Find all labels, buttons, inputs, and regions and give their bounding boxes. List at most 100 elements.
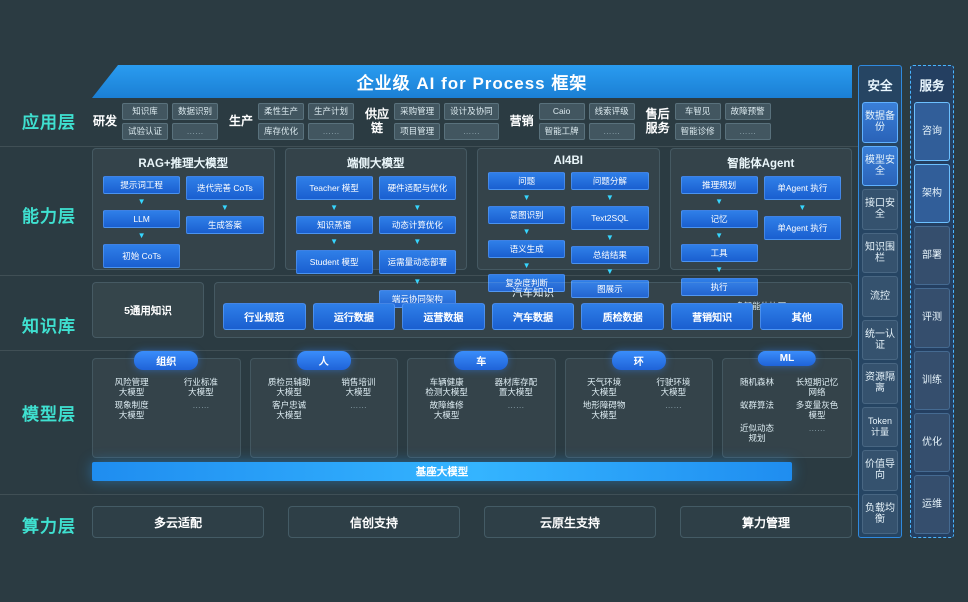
app-chip[interactable]: 试验认证 (122, 122, 169, 140)
app-chip[interactable]: 设计及协同 (444, 102, 499, 120)
model-item[interactable]: 地形障碍物 大模型 (582, 400, 626, 420)
capability-node[interactable]: Teacher 模型 (295, 176, 373, 200)
model-item[interactable]: 风险管理 大模型 (114, 377, 149, 397)
knowledge-chip[interactable]: 运行数据 (312, 303, 396, 330)
model-item[interactable]: 近似动态 规划 (739, 423, 774, 443)
app-chip[interactable]: …… (588, 122, 635, 140)
model-item[interactable]: 行业标准 大模型 (183, 377, 218, 397)
capability-node[interactable]: 图展示 (571, 280, 649, 298)
capability-node[interactable]: 硬件适配与优化 (378, 176, 456, 200)
knowledge-chip[interactable]: 行业规范 (223, 303, 306, 330)
capability-node[interactable]: 生成答案 (186, 216, 264, 234)
capability-node[interactable]: 动态计算优化 (378, 216, 456, 234)
security-item[interactable]: Token计量 (862, 406, 898, 447)
capability-node[interactable]: 语义生成 (488, 240, 566, 258)
general-knowledge-box[interactable]: 5通用知识 (92, 282, 204, 338)
model-item[interactable]: …… (808, 423, 826, 433)
app-chip[interactable]: 柔性生产 (258, 102, 305, 120)
security-item[interactable]: 流控 (862, 276, 898, 317)
capability-node[interactable]: 知识蒸馏 (295, 216, 373, 234)
services-item[interactable]: 优化 (914, 412, 950, 472)
security-item[interactable]: 统一认证 (862, 319, 898, 360)
app-chip[interactable]: 采购管理 (394, 102, 441, 120)
capability-node[interactable]: 迭代完善 CoTs (186, 176, 264, 200)
compute-chip[interactable]: 多云适配 (92, 506, 264, 538)
capability-node[interactable]: 执行 (680, 278, 758, 296)
capability-node[interactable]: LLM (103, 210, 181, 228)
model-item[interactable]: 行驶环境 大模型 (656, 377, 691, 397)
compute-chip[interactable]: 云原生支持 (484, 506, 656, 538)
services-item[interactable]: 运维 (914, 474, 950, 534)
capability-node[interactable]: 推理规划 (680, 176, 758, 194)
compute-chip[interactable]: 算力管理 (680, 506, 852, 538)
model-item[interactable]: …… (192, 400, 210, 410)
model-item[interactable]: …… (507, 400, 525, 410)
security-item[interactable]: 负载均衡 (862, 493, 898, 534)
model-card-pill[interactable]: ML (757, 351, 817, 366)
capability-node[interactable]: 记忆 (680, 210, 758, 228)
capability-node[interactable]: 提示词工程 (103, 176, 181, 194)
knowledge-chip[interactable]: 汽车数据 (491, 303, 575, 330)
knowledge-chip[interactable]: 其他 (760, 303, 844, 330)
capability-node[interactable]: 运需量动态部署 (378, 250, 456, 274)
app-chip[interactable]: …… (444, 122, 499, 140)
services-item[interactable]: 评测 (914, 288, 950, 348)
app-chip[interactable]: …… (308, 122, 355, 140)
model-item[interactable]: …… (664, 400, 682, 410)
app-chip[interactable]: Caio (538, 102, 585, 120)
capability-node[interactable]: 问题 (488, 172, 566, 190)
app-chip[interactable]: …… (172, 122, 219, 140)
app-chip[interactable]: 库存优化 (258, 122, 305, 140)
security-item[interactable]: 价值导向 (862, 450, 898, 491)
knowledge-chip[interactable]: 运营数据 (402, 303, 485, 330)
app-chip[interactable]: 智能工牌 (538, 122, 585, 140)
app-chip[interactable]: …… (724, 122, 771, 140)
capability-node[interactable]: 单Agent 执行 (763, 216, 841, 240)
model-card-pill[interactable]: 环 (611, 351, 666, 370)
capability-node[interactable]: 复杂度判断 (488, 274, 566, 292)
model-item[interactable]: 客户忠诚 大模型 (272, 400, 307, 420)
security-item[interactable]: 数据备份 (862, 102, 898, 143)
security-item[interactable]: 资源隔离 (862, 363, 898, 404)
model-card-pill[interactable]: 车 (454, 351, 509, 370)
model-item[interactable]: …… (349, 400, 367, 410)
app-chip[interactable]: 项目管理 (394, 122, 441, 140)
capability-node[interactable]: 单Agent 执行 (763, 176, 841, 200)
model-item[interactable]: 长短期记忆 网络 (795, 377, 839, 397)
services-item[interactable]: 训练 (914, 350, 950, 410)
app-chip[interactable]: 智能诊修 (674, 122, 721, 140)
services-item[interactable]: 部署 (914, 226, 950, 286)
model-item[interactable]: 器材库存配 置大模型 (494, 377, 538, 397)
capability-node[interactable]: Text2SQL (571, 206, 649, 230)
compute-chip[interactable]: 信创支持 (288, 506, 460, 538)
capability-node[interactable]: 工具 (680, 244, 758, 262)
model-item[interactable]: 随机森林 (739, 377, 774, 387)
model-item[interactable]: 多变量灰色 模型 (795, 400, 839, 420)
app-chip[interactable]: 生产计划 (308, 102, 355, 120)
app-chip[interactable]: 线索评级 (588, 102, 635, 120)
model-item[interactable]: 车辆健康 检测大模型 (425, 377, 468, 397)
model-item[interactable]: 质检员辅助 大模型 (267, 377, 311, 397)
app-chip[interactable]: 数据识别 (172, 102, 219, 120)
app-chip[interactable]: 车智见 (674, 102, 721, 120)
model-item[interactable]: 天气环境 大模型 (587, 377, 622, 397)
model-item[interactable]: 故障维修 大模型 (429, 400, 464, 420)
services-item[interactable]: 架构 (914, 164, 950, 224)
capability-node[interactable]: 总结结果 (571, 246, 649, 264)
security-item[interactable]: 知识围栏 (862, 232, 898, 273)
capability-node[interactable]: 意图识别 (488, 206, 566, 224)
model-item[interactable]: 销售培训 大模型 (341, 377, 376, 397)
app-chip[interactable]: 知识库 (122, 102, 169, 120)
capability-node[interactable]: Student 模型 (295, 250, 373, 274)
knowledge-chip[interactable]: 营销知识 (670, 303, 754, 330)
security-item[interactable]: 接口安全 (862, 189, 898, 230)
model-card-pill[interactable]: 组织 (134, 351, 199, 370)
services-item[interactable]: 咨询 (914, 102, 950, 162)
knowledge-chip[interactable]: 质检数据 (581, 303, 664, 330)
model-card-pill[interactable]: 人 (296, 351, 351, 370)
capability-node[interactable]: 问题分解 (571, 172, 649, 190)
model-item[interactable]: 现象制度 大模型 (114, 400, 149, 420)
capability-node[interactable]: 初始 CoTs (103, 244, 181, 268)
model-item[interactable]: 蚁群算法 (739, 400, 774, 410)
security-item[interactable]: 模型安全 (862, 145, 898, 186)
